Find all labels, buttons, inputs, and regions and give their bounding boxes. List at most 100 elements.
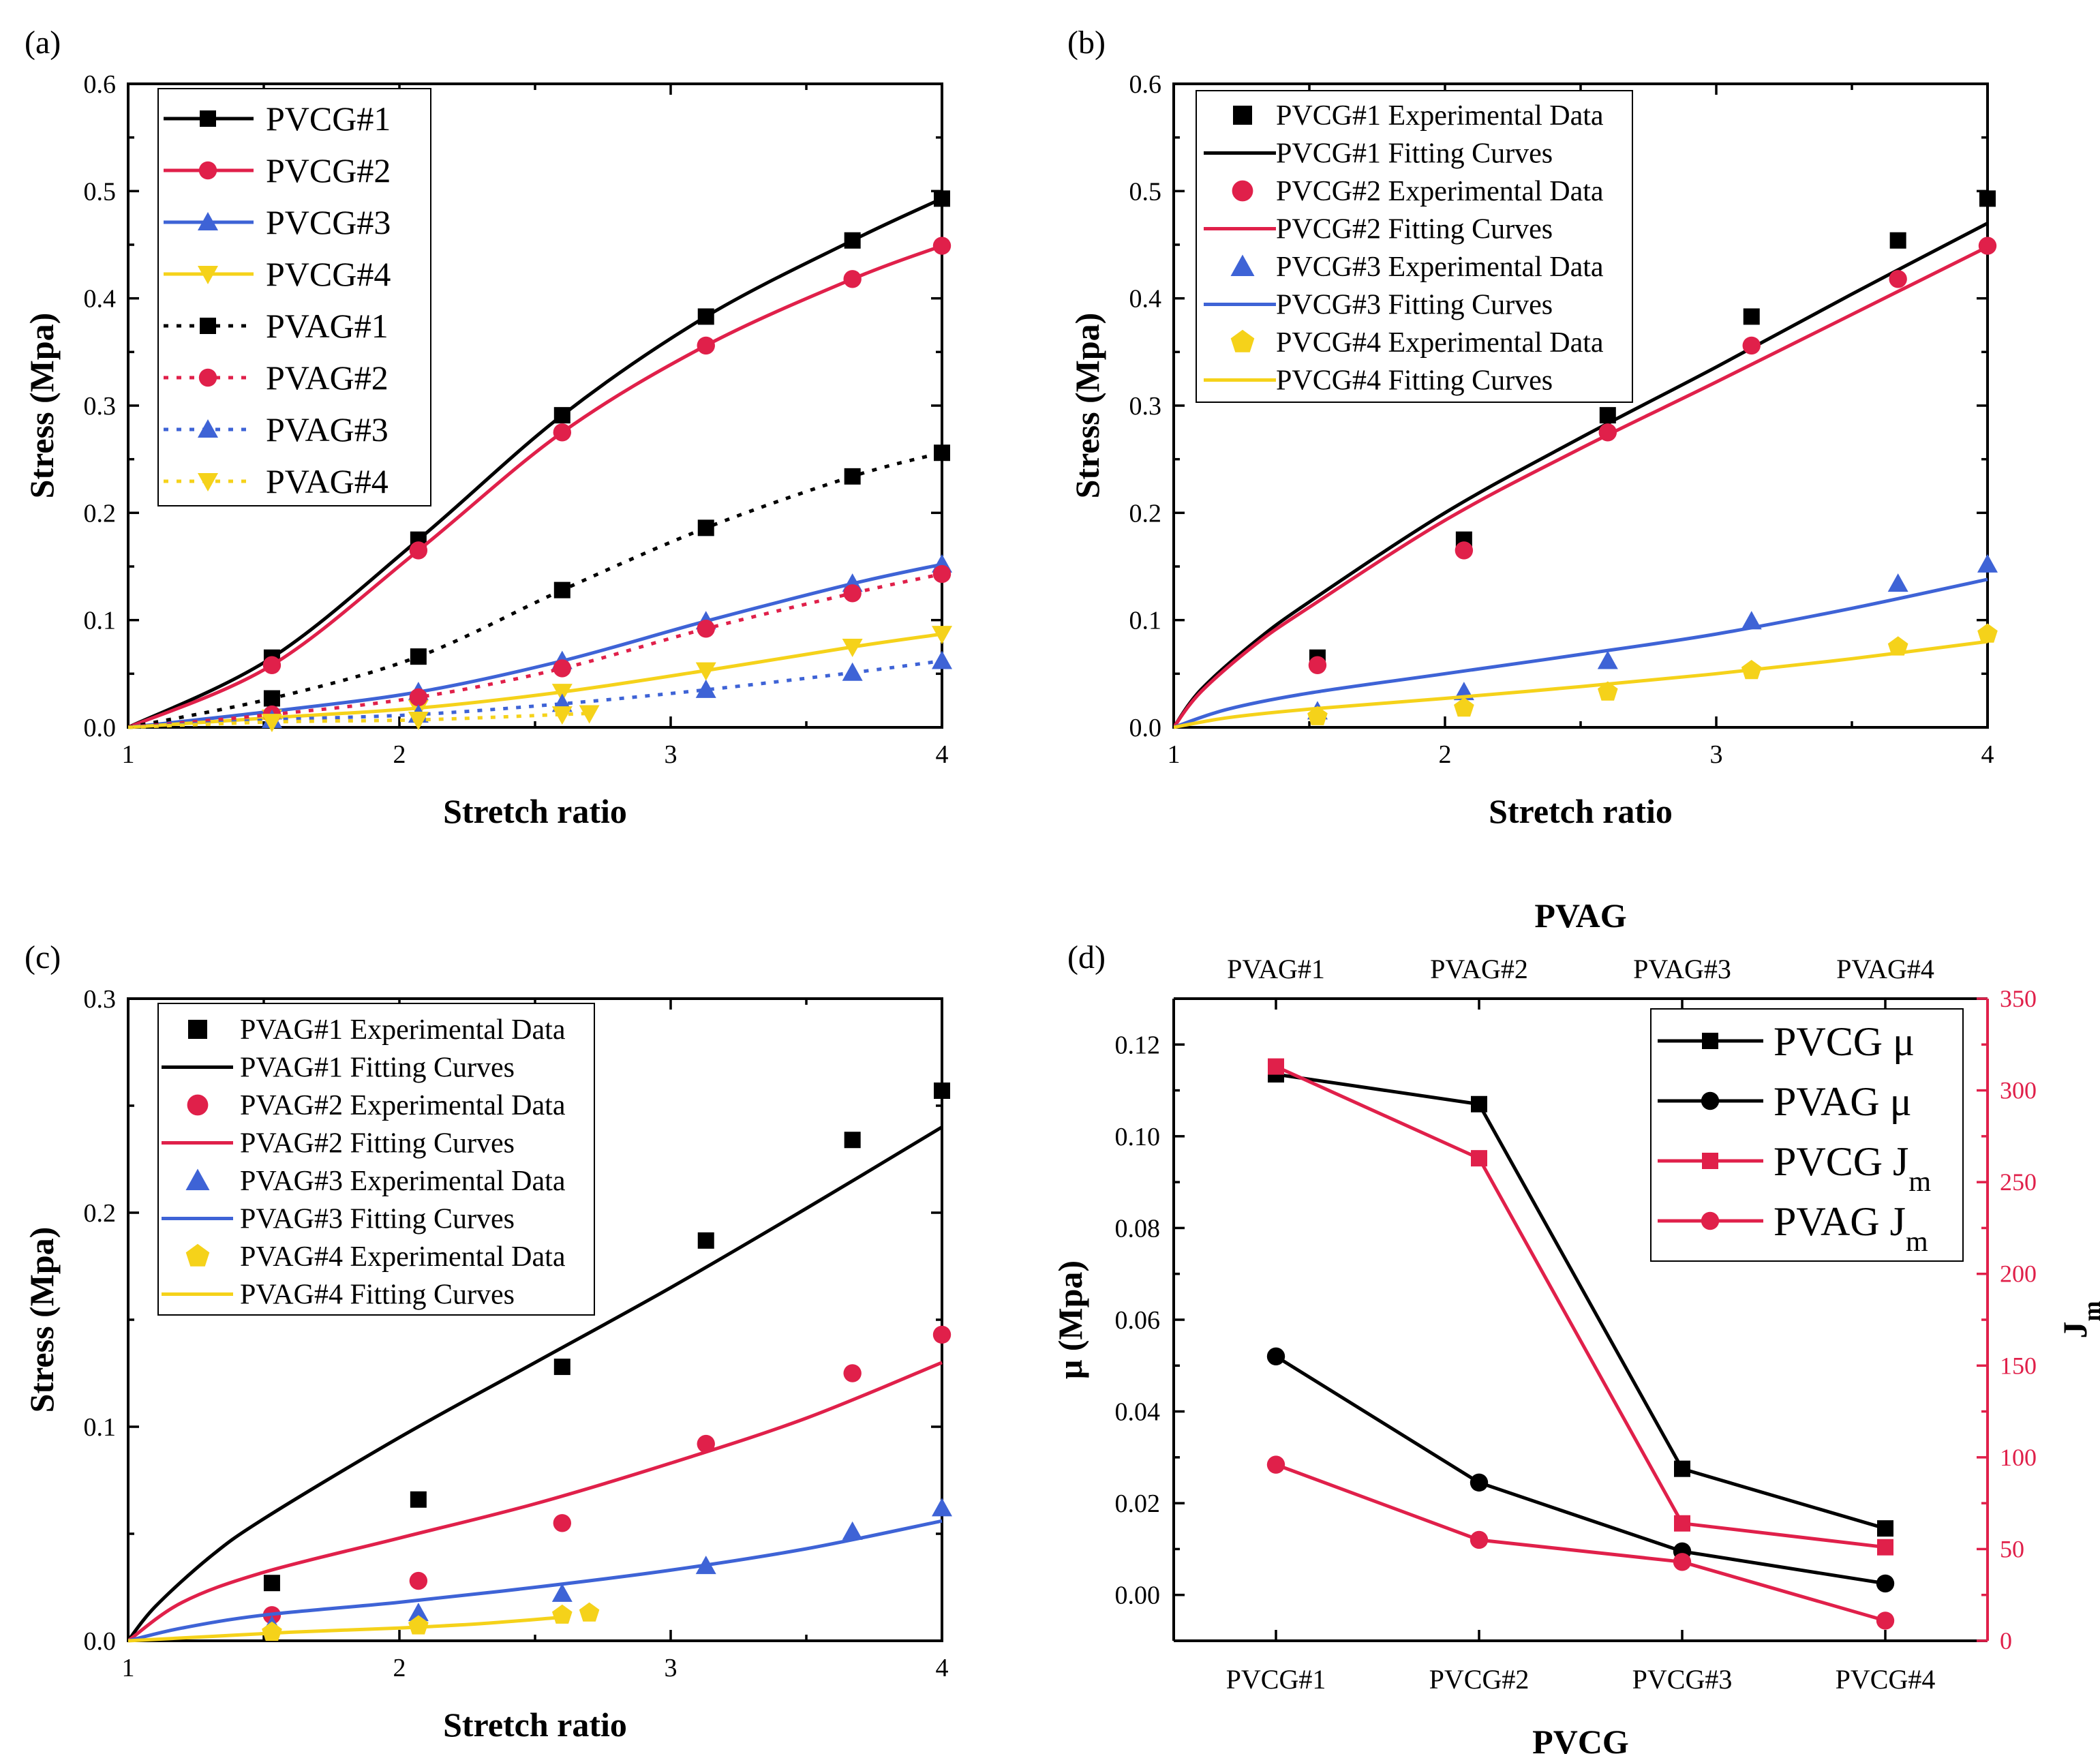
- legend-label-sub: m: [1908, 1166, 1931, 1198]
- bottom-category-label: PVCG#1: [1226, 1664, 1326, 1695]
- series-line-pvcg-3: [128, 562, 943, 729]
- y-tick-label: 0.0: [84, 1627, 117, 1656]
- panel-c: (c) 1 2 3 4 0.0 0.1 0.2 0.3 Stretch ratio Stress (…: [22, 939, 952, 1744]
- panel-label: (d): [1067, 939, 1106, 975]
- y-axis-label: Stress (Mpa): [22, 1227, 61, 1413]
- data-point-pvcg-2-experimental-data: [1308, 656, 1327, 674]
- data-point-pvag-2-experimental-data: [843, 1364, 862, 1382]
- series-line-pvag-4: [128, 712, 590, 729]
- data-point-pvag-3-experimental-data: [408, 1603, 429, 1622]
- legend-label: PVCG#3 Fitting Curves: [1276, 290, 1553, 321]
- legend-label: PVCG#3 Experimental Data: [1276, 252, 1604, 283]
- data-point-pvcg-: [1674, 1460, 1690, 1477]
- data-point-pvag-jm: [1266, 1455, 1285, 1474]
- data-point-pvag-4-experimental-data: [579, 1602, 600, 1622]
- data-point-pvag-1-experimental-data: [934, 1083, 950, 1100]
- data-point-pvag-2: [843, 584, 862, 603]
- series-line-pvcg-2-fitting-curves: [1174, 245, 1989, 729]
- data-point-pvcg-4-experimental-data: [1307, 706, 1328, 725]
- data-point-pvcg-jm: [1877, 1539, 1893, 1556]
- legend-label: PVCG#4 Experimental Data: [1276, 327, 1604, 359]
- data-point-pvag-2: [409, 688, 428, 707]
- legend-label: PVCG#1 Experimental Data: [1276, 100, 1604, 132]
- series-line-pvcg-: [1275, 1072, 1886, 1530]
- legend: PVAG#1 Experimental Data PVAG#1 Fitting C…: [157, 1003, 595, 1316]
- data-point-pvag-: [1266, 1347, 1285, 1366]
- x-tick-label: 1: [122, 740, 135, 769]
- legend-marker-pvag-4: [198, 473, 218, 491]
- data-point-pvag-3: [842, 662, 863, 681]
- data-point-pvag-3-experimental-data: [842, 1521, 863, 1540]
- legend-label-main: PVAG J: [1774, 1199, 1906, 1244]
- data-point-pvag-2-experimental-data: [697, 1434, 715, 1453]
- legend-label: PVAG#3 Fitting Curves: [240, 1204, 515, 1235]
- data-point-pvag-4-experimental-data: [262, 1621, 282, 1641]
- y-axis-label: Stress (Mpa): [22, 313, 61, 499]
- legend-label-sub: m: [1906, 1226, 1928, 1258]
- legend: PVCG#1 PVCG#2 PVCG#3 PVCG#4 PVAG#1 PVAG#2 PVAG…: [157, 88, 431, 506]
- data-point-pvag-1-experimental-data: [844, 1132, 861, 1149]
- y-tick-label: 0.1: [84, 607, 117, 635]
- legend-box: [157, 1003, 595, 1316]
- data-point-pvcg-2: [932, 237, 952, 255]
- bottom-axis-title: PVCG: [1532, 1723, 1629, 1756]
- data-point-pvcg-2: [262, 656, 281, 674]
- bottom-category-label: PVCG#3: [1632, 1664, 1733, 1695]
- data-point-pvag-2: [553, 659, 571, 678]
- data-point-pvag-4-experimental-data: [552, 1604, 573, 1624]
- legend-marker-pvcg-jm: [1702, 1153, 1718, 1169]
- y-tick-label: 0.3: [84, 392, 117, 421]
- legend-box: [1196, 90, 1633, 403]
- data-point-pvag-: [1876, 1574, 1895, 1593]
- legend-marker-pvcg-4-experimental-data: [1230, 329, 1255, 352]
- x-tick-label: 3: [665, 740, 678, 769]
- data-point-pvcg-4: [842, 639, 863, 657]
- legend-label: PVCG#4: [266, 255, 391, 293]
- data-point-pvcg-3-experimental-data: [1977, 554, 1998, 573]
- data-point-pvcg-jm: [1268, 1058, 1284, 1075]
- x-tick-label: 1: [1168, 740, 1181, 769]
- panel-label: (c): [25, 939, 61, 975]
- data-point-pvcg-3-experimental-data: [1741, 611, 1762, 630]
- data-point-pvcg-4: [551, 684, 573, 703]
- y2-tick-label: 350: [2000, 985, 2037, 1012]
- series-line-pvcg-4-fitting-curves: [1174, 639, 1988, 729]
- y-tick-label: 0.4: [84, 285, 117, 314]
- y2-tick-label: 0: [2000, 1627, 2012, 1654]
- data-point-pvcg-1-experimental-data: [1743, 308, 1760, 325]
- x-tick-label: 3: [665, 1654, 678, 1682]
- series-line-pvcg-3-fitting-curves: [1174, 577, 1988, 729]
- bottom-category-label: PVCG#2: [1429, 1664, 1530, 1695]
- legend-marker-pvag-jm: [1701, 1211, 1720, 1230]
- x-tick-label: 4: [936, 740, 949, 769]
- legend-label: PVCG#1: [266, 100, 391, 138]
- data-point-pvag-jm: [1673, 1553, 1692, 1571]
- legend-marker-pvag-1-experimental-data: [188, 1020, 207, 1039]
- legend-label: PVAG#1 Experimental Data: [240, 1014, 566, 1046]
- data-point-pvcg-1-experimental-data: [1979, 190, 1996, 207]
- legend-label: PVCG Jm: [1774, 1139, 1931, 1198]
- data-point-pvcg-1: [844, 232, 861, 249]
- top-category-label: PVAG#2: [1430, 954, 1528, 984]
- legend-marker-pvag-2-experimental-data: [187, 1094, 209, 1116]
- bottom-category-label: PVCG#4: [1836, 1664, 1936, 1695]
- panel-d: (d)PVCG#1PVAG#1PVCG#2PVAG#2PVCG#3PVAG#3P…: [1051, 896, 2100, 1756]
- y-tick-label: 0.0: [84, 714, 117, 742]
- data-point-pvag-4: [408, 711, 429, 730]
- y-tick-label: 0.6: [1129, 70, 1162, 99]
- data-point-pvcg-4-experimental-data: [1454, 697, 1474, 717]
- x-tick-label: 4: [936, 1654, 949, 1682]
- data-point-pvcg-3-experimental-data: [1887, 573, 1908, 592]
- legend-label: PVAG#2: [266, 359, 389, 397]
- data-point-pvag-2-experimental-data: [932, 1325, 952, 1344]
- data-point-pvcg-2-experimental-data: [1455, 541, 1474, 560]
- y-tick-label: 0.6: [84, 70, 117, 99]
- x-tick-label: 2: [1439, 740, 1452, 769]
- legend-label: PVAG μ: [1774, 1079, 1912, 1124]
- x-axis-label: Stretch ratio: [443, 792, 627, 830]
- y-tick-label: 0.02: [1115, 1489, 1161, 1518]
- y-tick-label: 0.2: [1129, 499, 1162, 528]
- legend-marker-pvag-2: [198, 368, 217, 387]
